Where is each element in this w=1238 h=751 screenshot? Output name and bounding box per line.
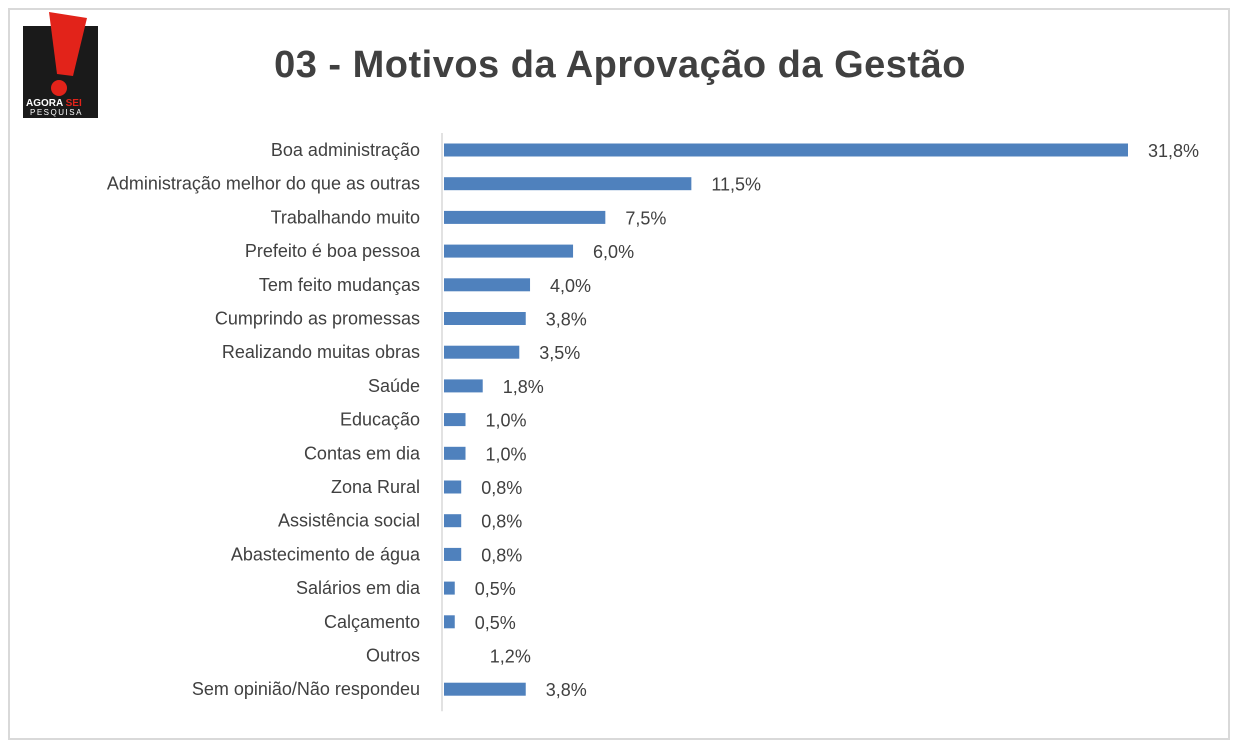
- bar: [444, 312, 526, 325]
- category-label: Calçamento: [324, 612, 420, 632]
- data-label: 4,0%: [550, 276, 591, 296]
- data-label: 1,8%: [503, 377, 544, 397]
- category-label: Administração melhor do que as outras: [107, 174, 420, 194]
- exclamation-mark-icon: [49, 12, 87, 76]
- chart-title: 03 - Motivos da Aprovação da Gestão: [274, 44, 966, 86]
- data-label: 0,5%: [475, 613, 516, 633]
- bar: [444, 480, 462, 494]
- bar: [444, 177, 692, 191]
- category-label: Trabalhando muito: [271, 207, 420, 227]
- category-label: Contas em dia: [304, 443, 421, 463]
- category-label: Tem feito mudanças: [259, 275, 420, 295]
- bar: [444, 446, 466, 460]
- logo-text-agora: AGORA: [26, 98, 63, 109]
- svg-text:AGORA SEI: AGORA SEI: [26, 98, 82, 109]
- data-label: 11,5%: [711, 175, 761, 195]
- exclamation-dot-icon: [51, 80, 67, 96]
- data-label: 1,0%: [486, 411, 527, 431]
- bar: [444, 345, 520, 359]
- bar: [444, 143, 1128, 157]
- data-label: 3,5%: [539, 343, 580, 363]
- category-label: Saúde: [368, 376, 420, 396]
- category-label: Cumprindo as promessas: [215, 309, 420, 329]
- logo-text-sei: SEI: [66, 98, 82, 109]
- data-label: 7,5%: [625, 208, 666, 228]
- data-label: 1,0%: [486, 444, 527, 464]
- category-label: Salários em dia: [296, 578, 421, 598]
- agora-sei-logo: AGORA SEI PESQUISA: [23, 12, 98, 118]
- category-label: Assistência social: [278, 511, 420, 531]
- data-label: 1,2%: [490, 647, 531, 667]
- data-label: 6,0%: [593, 242, 634, 262]
- bar: [444, 413, 466, 427]
- category-label: Boa administração: [271, 140, 420, 160]
- data-label: 0,8%: [481, 545, 522, 565]
- data-label: 3,8%: [546, 310, 587, 330]
- data-label: 0,5%: [475, 579, 516, 599]
- bar: [444, 210, 606, 224]
- category-label: Abastecimento de água: [231, 544, 421, 564]
- bar: [444, 278, 531, 292]
- bar: [444, 615, 455, 629]
- data-label: 0,8%: [481, 512, 522, 532]
- bar: [444, 514, 462, 528]
- data-label: 3,8%: [546, 680, 587, 700]
- category-label: Zona Rural: [331, 477, 420, 497]
- chart-frame: [8, 8, 1230, 740]
- data-label: 31,8%: [1148, 141, 1199, 161]
- logo-text-pesquisa: PESQUISA: [30, 108, 83, 117]
- bar: [444, 682, 526, 696]
- bar: [444, 244, 574, 258]
- bar: [444, 581, 455, 595]
- bar: [444, 547, 462, 561]
- category-label: Realizando muitas obras: [222, 342, 420, 362]
- category-label: Outros: [366, 646, 420, 666]
- category-label: Prefeito é boa pessoa: [245, 241, 421, 261]
- category-label: Educação: [340, 410, 420, 430]
- bar: [444, 379, 483, 393]
- category-label: Sem opinião/Não respondeu: [192, 679, 420, 699]
- data-label: 0,8%: [481, 478, 522, 498]
